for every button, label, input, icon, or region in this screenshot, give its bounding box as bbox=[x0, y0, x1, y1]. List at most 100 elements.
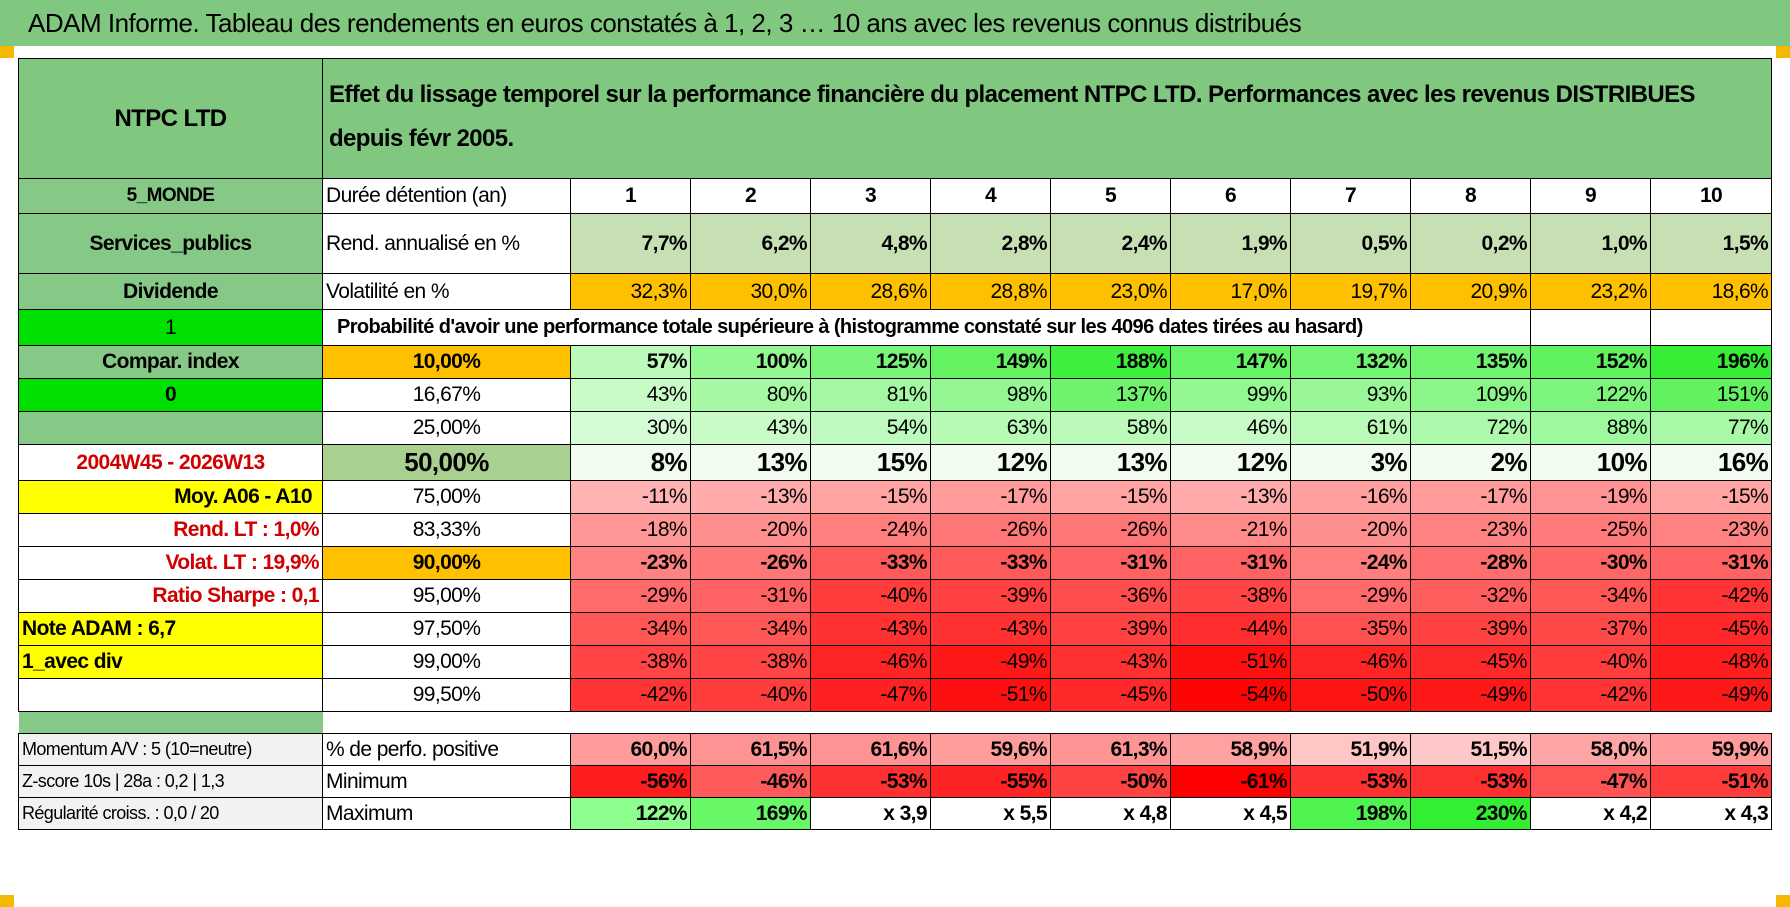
stat-value: 59,9% bbox=[1649, 733, 1773, 766]
quantile-value: -33% bbox=[930, 546, 1051, 580]
stat-value: -50% bbox=[1050, 765, 1171, 798]
quantile-value: -15% bbox=[1649, 480, 1773, 514]
quantile-value: -34% bbox=[570, 612, 691, 646]
momentum-label: Momentum A/V : 5 (10=neutre) bbox=[18, 733, 323, 766]
vol-label: Volatilité en % bbox=[322, 273, 571, 310]
rend-value: 1,0% bbox=[1530, 213, 1651, 274]
quantile-label: 10,00% bbox=[322, 345, 571, 379]
report-title: ADAM Informe. Tableau des rendements en … bbox=[0, 0, 1790, 46]
stat-value: 61,5% bbox=[690, 733, 811, 766]
quantile-value: 122% bbox=[1530, 378, 1651, 412]
stat-value: -51% bbox=[1649, 765, 1773, 798]
quantile-value: -15% bbox=[810, 480, 931, 514]
stat-value: 198% bbox=[1290, 797, 1411, 830]
quantile-value: 99% bbox=[1170, 378, 1291, 412]
quantile-value: 72% bbox=[1410, 411, 1531, 445]
quantile-value: -23% bbox=[1649, 513, 1773, 547]
spacer-cell bbox=[323, 712, 1772, 734]
quantile-value: -39% bbox=[1410, 612, 1531, 646]
quantile-value: -30% bbox=[1530, 546, 1651, 580]
quantile-value: 10% bbox=[1530, 444, 1651, 481]
corner-marker bbox=[1776, 895, 1790, 907]
vol-value: 18,6% bbox=[1649, 273, 1773, 310]
asset-name: NTPC LTD bbox=[18, 58, 323, 179]
stat-value: x 4,2 bbox=[1530, 797, 1651, 830]
quantile-value: -29% bbox=[1290, 579, 1411, 613]
stat-value: 59,6% bbox=[930, 733, 1051, 766]
stat-value: 58,0% bbox=[1530, 733, 1651, 766]
quantile-label: 99,00% bbox=[322, 645, 571, 679]
moy-label: Moy. A06 - A10 bbox=[18, 480, 323, 514]
quantile-value: 188% bbox=[1050, 345, 1171, 379]
empty-cell bbox=[1530, 309, 1651, 346]
regularite-label: Régularité croiss. : 0,0 / 20 bbox=[18, 797, 323, 830]
rend-value: 6,2% bbox=[690, 213, 811, 274]
vol-value: 32,3% bbox=[570, 273, 691, 310]
quantile-row: 2004W45 - 2026W13 50,00% 8% 13% 15% 12% 13% 12%… bbox=[18, 444, 1773, 481]
quantile-row: Rend. LT : 1,0% 83,33% -18% -20% -24% -26% -26… bbox=[18, 513, 1773, 547]
quantile-value: -28% bbox=[1410, 546, 1531, 580]
quantile-value: -16% bbox=[1290, 480, 1411, 514]
note-adam: Note ADAM : 6,7 bbox=[18, 612, 323, 646]
stat-value: -53% bbox=[1290, 765, 1411, 798]
stat-value: x 4,5 bbox=[1170, 797, 1291, 830]
quantile-value: -46% bbox=[1290, 645, 1411, 679]
year-header: 5 bbox=[1050, 178, 1171, 214]
stat-value: x 3,9 bbox=[810, 797, 931, 830]
quantile-value: -31% bbox=[690, 579, 811, 613]
quantile-value: -13% bbox=[1170, 480, 1291, 514]
quantile-value: -39% bbox=[930, 579, 1051, 613]
quantile-value: 100% bbox=[690, 345, 811, 379]
stat-value: -46% bbox=[690, 765, 811, 798]
rend-value: 2,8% bbox=[930, 213, 1051, 274]
quantile-value: -26% bbox=[930, 513, 1051, 547]
quantile-value: -40% bbox=[810, 579, 931, 613]
quantile-value: -20% bbox=[1290, 513, 1411, 547]
quantile-value: 12% bbox=[1170, 444, 1291, 481]
quantile-value: -42% bbox=[570, 678, 691, 712]
quantile-value: -40% bbox=[1530, 645, 1651, 679]
quantile-value: -39% bbox=[1050, 612, 1171, 646]
div-label: 1_avec div bbox=[18, 645, 323, 679]
quantile-value: 12% bbox=[930, 444, 1051, 481]
vol-value: 20,9% bbox=[1410, 273, 1531, 310]
quantile-value: 3% bbox=[1290, 444, 1411, 481]
rend-label: Rend. annualisé en % bbox=[322, 213, 571, 274]
spacer-cell bbox=[18, 711, 323, 734]
quantile-row: 1_avec div 99,00% -38% -38% -46% -49% -43% -51%… bbox=[18, 645, 1773, 679]
quantile-value: 196% bbox=[1649, 345, 1773, 379]
performance-table: NTPC LTD Effet du lissage temporel sur l… bbox=[18, 58, 1773, 830]
quantile-value: 149% bbox=[930, 345, 1051, 379]
stat-value: -53% bbox=[1410, 765, 1531, 798]
quantile-label: 25,00% bbox=[322, 411, 571, 445]
quantile-value: -36% bbox=[1050, 579, 1171, 613]
year-header: 4 bbox=[930, 178, 1051, 214]
quantile-row: 0 16,67% 43% 80% 81% 98% 137% 99% 93% 109% 122% 151… bbox=[18, 378, 1773, 412]
quantile-value: -38% bbox=[690, 645, 811, 679]
quantile-value: -54% bbox=[1170, 678, 1291, 712]
quantile-value: -26% bbox=[1050, 513, 1171, 547]
corner-marker bbox=[0, 895, 14, 907]
quantile-value: 46% bbox=[1170, 411, 1291, 445]
empty-cell bbox=[1649, 309, 1773, 346]
stat-value: -55% bbox=[930, 765, 1051, 798]
rend-value: 1,5% bbox=[1649, 213, 1773, 274]
quantile-value: -35% bbox=[1290, 612, 1411, 646]
flag-one: 1 bbox=[18, 309, 323, 346]
year-header: 9 bbox=[1530, 178, 1651, 214]
quantile-value: 63% bbox=[930, 411, 1051, 445]
quantile-value: -15% bbox=[1050, 480, 1171, 514]
corner-marker bbox=[0, 46, 14, 58]
quantile-row: Ratio Sharpe : 0,1 95,00% -29% -31% -40% -39%… bbox=[18, 579, 1773, 613]
quantile-value: 135% bbox=[1410, 345, 1531, 379]
year-header: 7 bbox=[1290, 178, 1411, 214]
rend-value: 0,5% bbox=[1290, 213, 1411, 274]
stat-value: -56% bbox=[570, 765, 691, 798]
year-header: 10 bbox=[1649, 178, 1773, 214]
rend-value: 0,2% bbox=[1410, 213, 1531, 274]
sector-label: Services_publics bbox=[18, 213, 323, 274]
vol-value: 30,0% bbox=[690, 273, 811, 310]
stat-value: 122% bbox=[570, 797, 691, 830]
quantile-value: 109% bbox=[1410, 378, 1531, 412]
quantile-value: -43% bbox=[810, 612, 931, 646]
